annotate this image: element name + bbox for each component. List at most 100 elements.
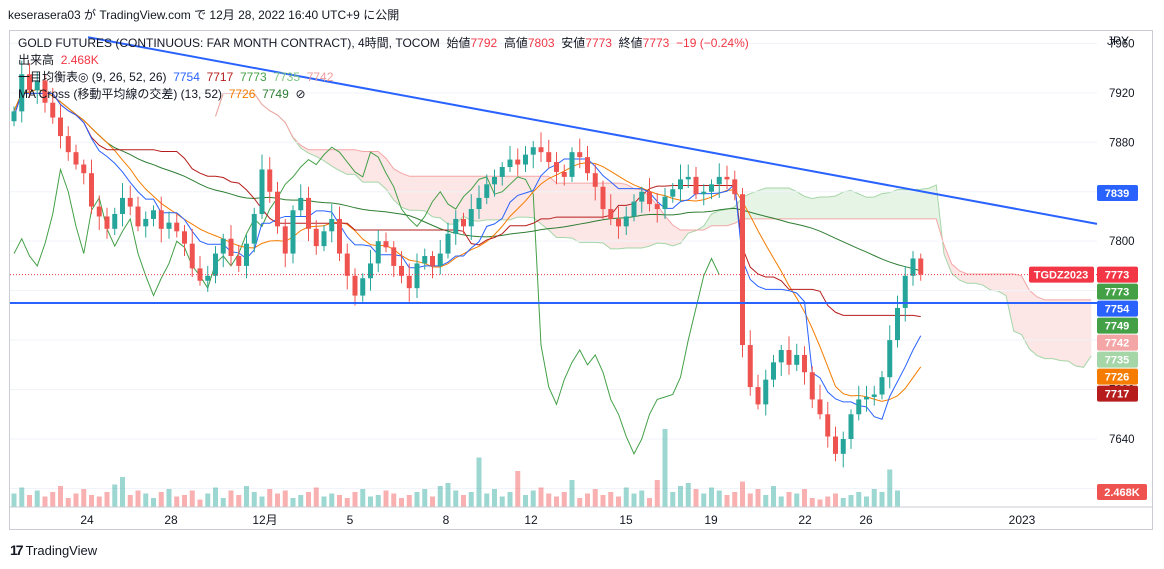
volume-bar (42, 496, 48, 507)
change-value: −19 (−0.24%) (676, 36, 749, 50)
candle-body (709, 184, 714, 192)
candle-body (662, 196, 668, 210)
candle-body (251, 213, 257, 244)
candle-body (538, 147, 544, 153)
candle-body (437, 253, 443, 266)
cloud-segment (641, 189, 650, 248)
candle-body (127, 197, 133, 207)
senkou-b-line (215, 92, 1092, 301)
volume-bar (73, 493, 79, 507)
volume-bar (569, 480, 575, 507)
time-tick: 19 (704, 513, 718, 527)
candle-body (205, 275, 211, 281)
candle-body (120, 197, 125, 214)
cloud-segment (750, 190, 758, 219)
cloud-segment (424, 176, 433, 217)
volume-bar (282, 490, 288, 507)
volume-bar (879, 492, 885, 507)
cloud-segment (618, 183, 627, 249)
brand-name: TradingView (25, 542, 98, 558)
close-value: 7773 (642, 36, 670, 50)
candle-body (11, 111, 17, 122)
volume-bar (290, 498, 296, 507)
cloud-segment (719, 209, 727, 226)
price-label-text: 7773 (1105, 287, 1129, 299)
candle-body (608, 209, 614, 219)
volume-bar (895, 490, 900, 507)
price-label-box (1097, 385, 1138, 402)
volume-bar (383, 490, 389, 507)
time-tick: 28 (164, 513, 178, 527)
hidden-eye-icon[interactable]: ⊘ (295, 87, 306, 101)
volume-value: 2.468K (60, 53, 99, 67)
candle-body (189, 243, 195, 269)
volume-bar (685, 483, 691, 507)
candle-body (267, 169, 273, 192)
price-tick: 7880 (1109, 137, 1135, 149)
time-tick: 8 (443, 513, 450, 527)
volume-bar (786, 492, 792, 507)
candle-body (445, 233, 451, 254)
volume-bar (422, 489, 428, 507)
candle-body (724, 176, 730, 180)
volume-bar (794, 493, 800, 507)
time-tick: 12月 (252, 513, 277, 527)
ma-fast-value: 7726 (228, 87, 256, 101)
cloud-segment (610, 183, 619, 249)
candle-body (833, 436, 838, 454)
volume-bar (50, 492, 56, 507)
volume-bar (461, 495, 466, 507)
cloud-segment (897, 189, 906, 219)
cloud-segment (1037, 296, 1045, 359)
volume-bar (809, 498, 815, 507)
cloud-segment (1083, 299, 1092, 368)
time-tick: 5 (347, 513, 354, 527)
cloud-segment (827, 196, 836, 219)
candle-body (848, 414, 854, 439)
cloud-segment (944, 244, 952, 274)
price-label-box (1097, 266, 1138, 283)
volume-bar (701, 493, 707, 507)
candle-body (740, 194, 745, 346)
volume-bar (631, 493, 637, 507)
volume-bar (267, 489, 273, 507)
volume-bar (647, 498, 652, 507)
volume-bar (104, 492, 110, 507)
candlesticks (11, 60, 924, 468)
candle-body (577, 152, 583, 158)
cloud-segment (308, 149, 317, 157)
candle-body (96, 206, 102, 217)
candle-body (530, 147, 536, 155)
candle-body (50, 102, 56, 118)
cloud-segment (990, 273, 999, 292)
candle-body (81, 164, 87, 174)
price-label-box (1097, 368, 1138, 385)
volume-bar (360, 489, 366, 507)
volume-bar (484, 493, 490, 507)
volume-bar (887, 469, 893, 507)
candle-body (654, 204, 660, 210)
candle-body (329, 218, 335, 232)
candle-body (236, 256, 242, 266)
candle-body (647, 191, 652, 205)
volume-bar (608, 492, 614, 507)
volume-bar (65, 498, 71, 507)
candle-body (414, 263, 420, 289)
price-label-text: 7773 (1105, 270, 1129, 282)
volume-bar (468, 492, 474, 507)
low-label: 安値 (561, 36, 586, 50)
volume-bar (871, 489, 877, 507)
price-label-box (1097, 317, 1138, 334)
volume-bar (670, 492, 676, 507)
candle-body (143, 218, 149, 227)
candle-body (554, 162, 559, 172)
volume-bar (778, 496, 784, 507)
indicator-lines (13, 88, 922, 455)
candle-body (182, 231, 187, 244)
candle-body (158, 210, 164, 229)
price-label-text: 7839 (1105, 188, 1129, 200)
volume-bar (120, 477, 125, 507)
time-tick: 12 (524, 513, 538, 527)
candle-body (616, 218, 621, 227)
